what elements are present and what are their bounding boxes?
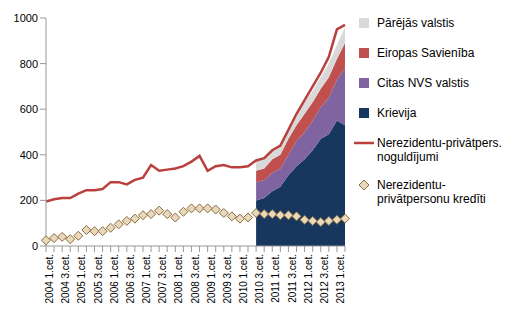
html-text:Eiropas Savienība: Eiropas Savienība — [377, 46, 475, 60]
html-text:Citas NVS valstis: Citas NVS valstis — [377, 76, 469, 90]
svg-text:2013 1.cet.: 2013 1.cet. — [335, 254, 346, 303]
svg-text:400: 400 — [20, 149, 38, 161]
svg-text:2009 3.cet.: 2009 3.cet. — [222, 254, 233, 303]
svg-text:2005 3.cet.: 2005 3.cet. — [93, 254, 104, 303]
svg-text:2012 1.cet.: 2012 1.cet. — [303, 254, 314, 303]
html-text:Nerezidentu-privātpers. noguld: Nerezidentu-privātpers. noguldījumi — [377, 136, 502, 164]
svg-text:2010 3.cet.: 2010 3.cet. — [254, 254, 265, 303]
svg-text:2006 3.cet.: 2006 3.cet. — [125, 254, 136, 303]
svg-text:2008 3.cet.: 2008 3.cet. — [190, 254, 201, 303]
svg-text:2004 3.cet.: 2004 3.cet. — [60, 254, 71, 303]
svg-text:2006 1.cet.: 2006 1.cet. — [109, 254, 120, 303]
svg-text:2009 1.cet.: 2009 1.cet. — [206, 254, 217, 303]
svg-text:2007 3.cet.: 2007 3.cet. — [157, 254, 168, 303]
svg-text:2005 1.cet.: 2005 1.cet. — [76, 254, 87, 303]
svg-text:2004 1.cet.: 2004 1.cet. — [44, 254, 55, 303]
svg-text:800: 800 — [20, 58, 38, 70]
svg-text:2010 1.cet.: 2010 1.cet. — [238, 254, 249, 303]
svg-text:2011 1.cet.: 2011 1.cet. — [270, 254, 281, 303]
svg-text:2007 1.cet.: 2007 1.cet. — [141, 254, 152, 303]
svg-text:2011 3.cet.: 2011 3.cet. — [287, 254, 298, 303]
svg-text:0: 0 — [32, 240, 38, 252]
svg-text:2012 3.cet.: 2012 3.cet. — [319, 254, 330, 303]
html-text:Krievija: Krievija — [377, 106, 417, 120]
html-text:Pārējās valstis: Pārējās valstis — [377, 16, 455, 30]
svg-text:600: 600 — [20, 103, 38, 115]
svg-text:1000: 1000 — [14, 12, 38, 24]
svg-text:2008 1.cet.: 2008 1.cet. — [173, 254, 184, 303]
svg-text:200: 200 — [20, 194, 38, 206]
html-text:Nerezidentu-privātpersonu kred: Nerezidentu-privātpersonu kredīti — [377, 178, 486, 206]
